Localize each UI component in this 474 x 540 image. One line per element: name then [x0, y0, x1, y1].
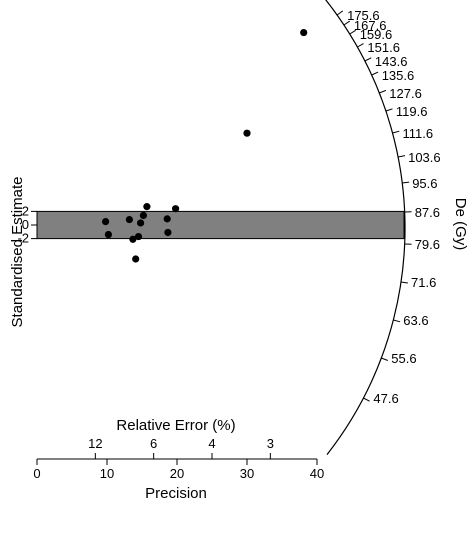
radial-tick [379, 89, 387, 94]
radial-tick-label: 95.6 [412, 176, 437, 191]
data-point [102, 218, 110, 226]
data-point [172, 205, 180, 213]
relative-error-title: Relative Error (%) [116, 417, 235, 434]
band-2sigma [36, 210, 405, 240]
radial-tick-label: 47.6 [373, 391, 398, 406]
data-point [104, 230, 112, 239]
x-tick-label: 40 [310, 466, 324, 481]
radial-tick [393, 319, 401, 323]
data-point [134, 232, 143, 241]
radial-tick-label: 111.6 [403, 126, 434, 141]
x-tick-label: 0 [33, 466, 40, 481]
data-point [129, 235, 137, 243]
radial-tick [371, 71, 379, 76]
radial-tick-label: 55.6 [391, 351, 416, 366]
relative-error-tick-label: 6 [150, 436, 157, 451]
data-point [163, 215, 171, 223]
radial-tick-label: 175.6 [347, 8, 380, 23]
radial-tick-label: 151.6 [367, 40, 400, 55]
radial-tick [364, 57, 372, 62]
x-tick-label: 20 [170, 466, 184, 481]
data-point [243, 129, 251, 137]
radial-tick-label: 87.6 [415, 205, 440, 220]
radial-tick [400, 281, 408, 284]
radial-tick [398, 155, 406, 158]
relative-error-axis: Relative Error (%) 12 6 4 3 [88, 417, 274, 459]
data-point [125, 215, 133, 224]
radial-tick [402, 181, 410, 184]
radial-axis: 47.6 55.6 63.6 71.6 79.6 87.6 95.6 103.6 111.6 11… [325, 0, 469, 455]
data-point [132, 255, 140, 263]
radial-axis-title: De (Gy) [452, 198, 469, 251]
radial-tick [343, 20, 351, 26]
radial-tick [363, 397, 370, 402]
radial-tick-label: 79.6 [415, 237, 440, 252]
radial-tick-label: 119.6 [396, 104, 428, 119]
radial-tick [385, 108, 393, 112]
relative-error-tick-label: 12 [88, 436, 102, 451]
x-axis: 0 10 20 30 40 Precision [33, 458, 324, 502]
relative-error-tick-label: 3 [267, 436, 274, 451]
radial-tick [381, 357, 388, 361]
radial-tick [392, 130, 400, 134]
y-tick-label: 0 [22, 217, 29, 232]
x-tick-label: 10 [100, 466, 114, 481]
y-axis-title: Standardised Estimate [9, 177, 26, 328]
radial-tick [336, 10, 344, 16]
radial-tick-label: 63.6 [403, 313, 428, 328]
radial-tick-label: 103.6 [408, 150, 441, 165]
data-point [164, 228, 172, 237]
data-points [102, 28, 308, 263]
radial-tick [349, 29, 356, 35]
data-point [300, 28, 308, 37]
radial-tick-label: 167.6 [354, 18, 387, 33]
data-point [137, 219, 145, 227]
radial-tick-label: 159.6 [360, 27, 393, 42]
radial-tick-label: 135.6 [382, 68, 415, 83]
x-axis-title: Precision [145, 485, 207, 502]
radial-tick-label: 143.6 [375, 54, 408, 69]
confidence-band [36, 210, 405, 240]
y-tick-label: 2 [22, 203, 29, 218]
y-axis: 20-2 Standardised Estimate [9, 177, 38, 328]
radial-tick [357, 43, 364, 48]
radial-tick-label: 71.6 [411, 275, 436, 290]
radial-arc [325, 0, 406, 455]
x-tick-label: 30 [240, 466, 254, 481]
relative-error-tick-label: 4 [208, 436, 215, 451]
data-point [143, 203, 151, 211]
data-point [139, 211, 147, 220]
y-tick-label: -2 [17, 231, 29, 246]
radial-tick-label: 127.6 [389, 86, 422, 101]
